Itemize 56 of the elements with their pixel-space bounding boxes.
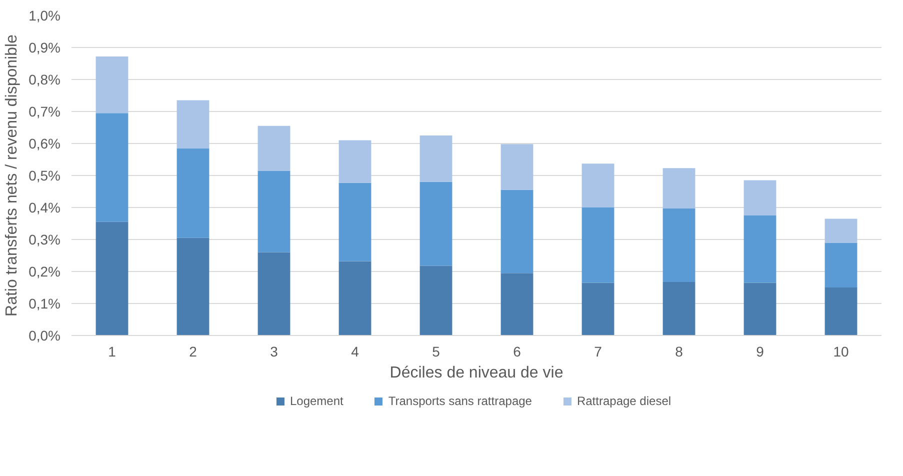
bar (258, 252, 290, 336)
y-tick-label: 0,6% (28, 136, 61, 152)
bar (96, 222, 128, 336)
y-tick-label: 0,9% (28, 40, 61, 56)
bar (176, 238, 210, 336)
bar (824, 242, 858, 288)
y-tick-label: 0,2% (28, 264, 61, 280)
bar (96, 56, 128, 114)
x-tick-label: 10 (833, 344, 849, 360)
x-tick-label: 4 (351, 344, 360, 360)
bar (96, 113, 128, 222)
bar (338, 261, 372, 336)
bar (338, 182, 372, 262)
y-tick-label: 0,1% (28, 296, 61, 312)
y-tick-label: 0,4% (28, 200, 61, 216)
x-tick-label: 8 (675, 344, 684, 360)
bar (420, 182, 452, 266)
bar (824, 218, 858, 243)
y-axis-title: Ratio transferts nets / revenu disponible (4, 34, 21, 316)
bar (662, 168, 696, 208)
bar (662, 208, 696, 282)
x-tick-label: 6 (513, 344, 522, 360)
bar (500, 273, 534, 336)
legend-label: Logement (290, 394, 344, 408)
x-tick-label: 1 (108, 344, 116, 360)
bar (420, 266, 452, 336)
bar (258, 170, 290, 252)
bar (582, 164, 614, 208)
x-tick-label: 7 (594, 344, 602, 360)
bar (420, 136, 452, 182)
bar (824, 288, 858, 336)
y-tick-label: 0,5% (28, 168, 61, 184)
bar (744, 216, 776, 283)
bar (500, 144, 534, 190)
bar (176, 148, 210, 238)
bar (744, 180, 776, 216)
y-tick-label: 0,3% (28, 232, 61, 248)
bar (258, 126, 290, 171)
bar (662, 282, 696, 336)
bar (582, 208, 614, 283)
x-tick-label: 9 (756, 344, 764, 360)
x-tick-label: 2 (189, 344, 198, 360)
x-tick-label: 5 (432, 344, 440, 360)
bar (338, 140, 372, 183)
y-tick-label: 0,8% (28, 72, 61, 88)
y-tick-label: 1,0% (28, 8, 61, 24)
bar (176, 100, 210, 148)
x-tick-label: 3 (270, 344, 278, 360)
legend-label: Transports sans rattrapage (388, 394, 532, 408)
y-tick-label: 0,7% (28, 104, 61, 120)
bar (500, 190, 534, 274)
legend-label: Rattrapage diesel (576, 394, 672, 408)
bar (582, 282, 614, 336)
y-tick-label: 0,0% (28, 328, 61, 344)
x-axis-title: Déciles de niveau de vie (390, 364, 564, 382)
bar (744, 282, 776, 336)
